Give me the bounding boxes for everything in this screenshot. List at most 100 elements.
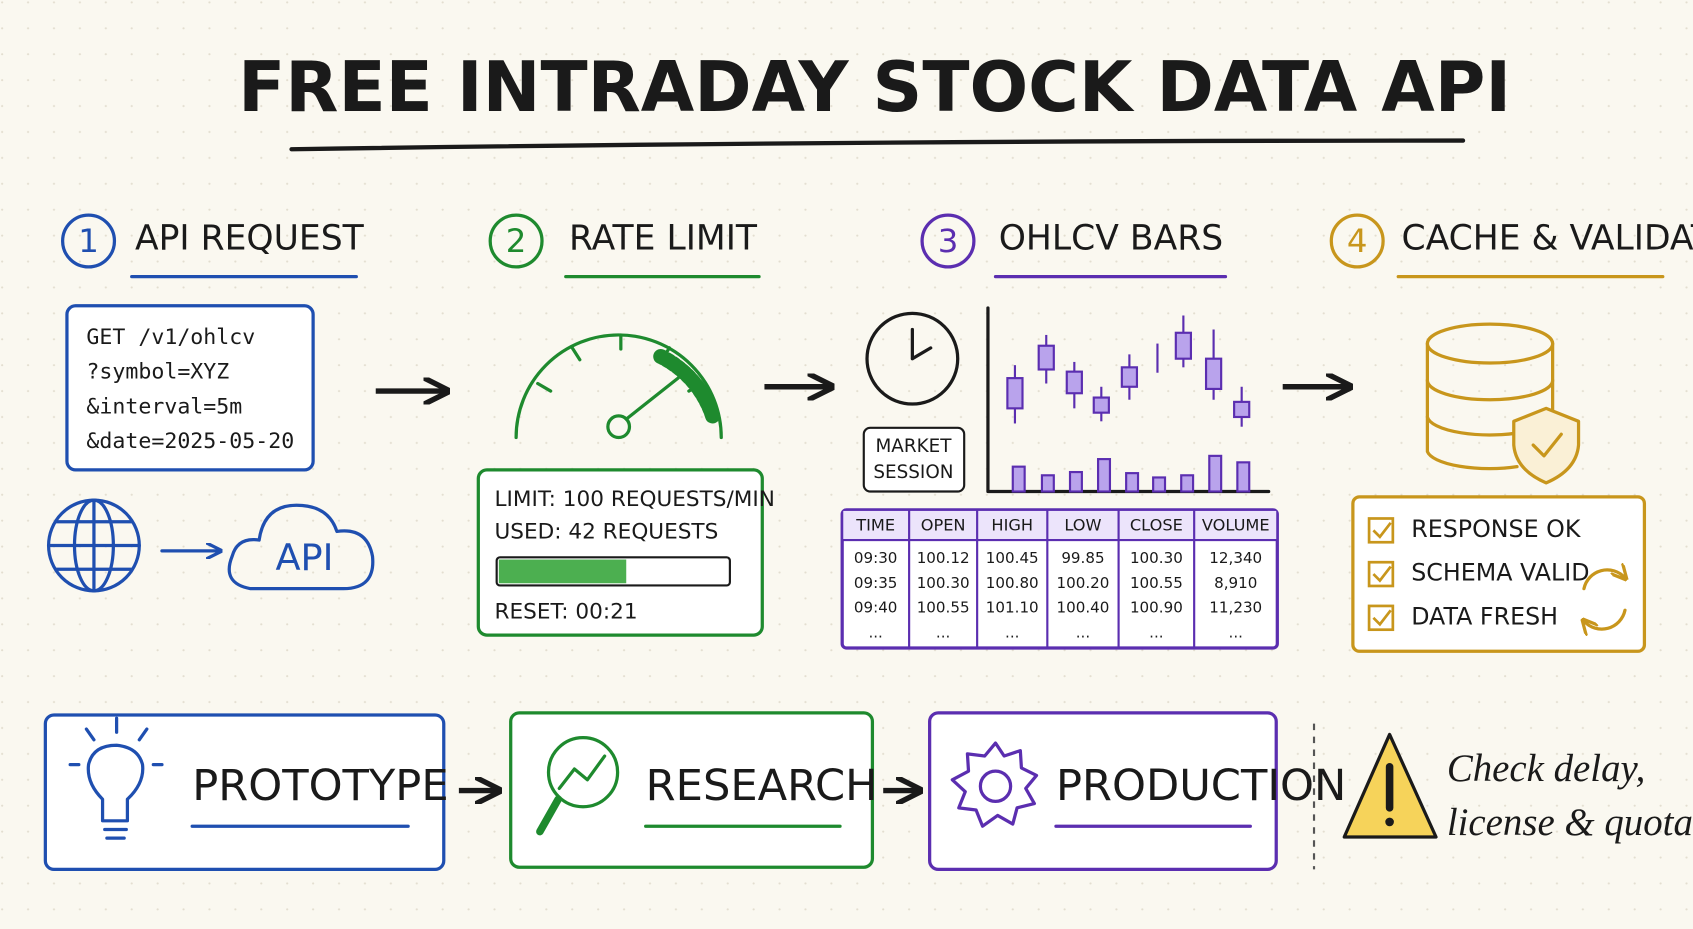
use-cases-g-path — [536, 795, 562, 836]
ohlcv-panel-g-rect — [1204, 357, 1223, 390]
step-badge — [61, 213, 117, 269]
checkbox — [1367, 604, 1395, 632]
cache-panel-g: RESPONSE OK SCHEMA VALID DATA FRESH — [1367, 515, 1590, 632]
request-panel-rect — [65, 304, 315, 472]
ohlcv-panel-g-rect — [1125, 472, 1140, 493]
ohlcv-panel-g-rect — [1092, 396, 1110, 414]
rate-limit-panel-g-path — [536, 333, 704, 393]
session-label: MARKET — [875, 436, 952, 457]
cache-panel: RESPONSE OK SCHEMA VALID DATA FRESH — [1351, 322, 1647, 653]
table-cell: 100.30 — [917, 574, 970, 592]
rate-limit-panel-g-path — [653, 348, 721, 424]
table-cell: 100.80 — [986, 574, 1039, 592]
title-underline — [289, 138, 1466, 152]
table-cell: 101.10 — [986, 599, 1039, 617]
checkmark — [1372, 521, 1392, 539]
rate-limit-line: USED: 42 REQUESTS — [495, 520, 719, 545]
use-cases-g — [68, 716, 164, 840]
table-cell: 100.20 — [1057, 574, 1110, 592]
request-panel-g — [46, 498, 375, 593]
ohlcv-panel-g-circle — [865, 311, 960, 406]
table-header: LOW — [1064, 516, 1101, 535]
table-cell: 100.55 — [1130, 574, 1183, 592]
ohlcv-panel-g-path — [910, 327, 933, 361]
cache-panel-g-path — [1582, 570, 1625, 591]
cache-panel-g — [1425, 322, 1581, 485]
table-header: OPEN — [921, 516, 966, 535]
use-cases-g — [536, 736, 620, 836]
table-cell: ... — [1149, 623, 1163, 641]
ohlcv-panel-g — [1006, 315, 1251, 493]
step-badge — [1329, 213, 1385, 269]
request-line: &date=2025-05-20 — [86, 429, 294, 454]
use-cases-g-path — [557, 754, 607, 791]
step-label: API REQUEST — [135, 218, 365, 258]
ohlcv-panel-g-rect — [1011, 465, 1026, 493]
use-cases-g-circle — [546, 736, 620, 809]
step-number: 1 — [78, 222, 99, 260]
table-cell: 100.30 — [1130, 549, 1183, 567]
step-number: 4 — [1347, 222, 1368, 260]
table-header: CLOSE — [1130, 516, 1183, 535]
table-cell: 09:30 — [854, 549, 898, 567]
cache-panel-g-path — [1531, 432, 1563, 458]
step-badge — [488, 213, 544, 269]
table-cell: 100.12 — [917, 549, 970, 567]
cache-panel-g-path — [1584, 608, 1627, 629]
request-line: &interval=5m — [86, 394, 242, 419]
step-label: RATE LIMIT — [569, 218, 758, 258]
use-cases-g-path — [86, 743, 145, 823]
step-label: CACHE & VALIDATE — [1401, 218, 1693, 258]
cache-panel-g — [1584, 570, 1625, 629]
table-cell: 99.85 — [1061, 549, 1104, 567]
ohlcv-panel-g-rect — [1068, 470, 1083, 493]
cache-panel-g-path — [1425, 378, 1555, 437]
use-label: PRODUCTION — [1056, 761, 1346, 811]
note-line: Check delay, — [1447, 747, 1646, 790]
check-label: SCHEMA VALID — [1411, 559, 1589, 587]
ohlcv-panel-rect — [843, 510, 1277, 541]
ohlcv-panel-g-rect — [1233, 400, 1251, 419]
cloud-label: API — [275, 536, 333, 579]
ohlcv-panel-g — [865, 306, 1271, 494]
ohlcv-panel-g: MARKET SESSION — [873, 436, 953, 483]
ohlcv-panel-rect — [862, 426, 966, 493]
rate-limit-panel-g-circle — [606, 414, 632, 440]
rate-limit-line: LIMIT: 100 REQUESTS/MIN — [495, 487, 775, 512]
ohlcv-panel-g-rect — [1006, 377, 1024, 410]
table-cell: 11,230 — [1209, 599, 1262, 617]
use-cases-g: PROTOTYPE RESEARCH PRODUCTION — [190, 761, 1346, 828]
table-cell: 100.45 — [986, 549, 1039, 567]
use-cases-g-path — [950, 741, 1039, 828]
ohlcv-panel-g-path — [986, 306, 1271, 494]
ohlcv-panel-g-rect — [1208, 454, 1223, 493]
use-cases-circle — [1385, 817, 1394, 827]
table-cell: 100.90 — [1130, 599, 1183, 617]
table-cell: ... — [868, 623, 882, 641]
ohlcv-panel-g-rect — [1120, 366, 1139, 388]
step-headers: 1 API REQUEST 2 RATE LIMIT 3 OHLCV BARS 4 CACHE… — [61, 213, 1693, 279]
table-cell: 100.55 — [917, 599, 970, 617]
step-badge — [920, 213, 976, 269]
request-panel-g: GET /v1/ohlcv ?symbol=XYZ&interval=5m&dat… — [86, 325, 294, 454]
ohlcv-panel-g-rect — [1037, 344, 1055, 371]
request-line: GET /v1/ohlcv — [86, 325, 255, 350]
use-label: RESEARCH — [646, 761, 878, 811]
ohlcv-panel-g-rect — [1065, 370, 1083, 395]
table-cell: 8,910 — [1214, 574, 1257, 592]
table-cell: 09:40 — [854, 599, 898, 617]
table-header: VOLUME — [1202, 516, 1270, 535]
rate-limit-panel: LIMIT: 100 REQUESTS/MIN USED: 42 REQUESTS… — [476, 333, 829, 637]
checkbox — [1367, 517, 1395, 544]
session-label: SESSION — [873, 462, 953, 483]
use-cases-rect — [43, 713, 446, 872]
rate-limit-panel-g-path — [624, 376, 680, 421]
use-cases: PROTOTYPE RESEARCH PRODUCTION Check delay,… — [43, 711, 1693, 872]
rate-limit-panel-g: LIMIT: 100 REQUESTS/MIN USED: 42 REQUESTS… — [495, 487, 775, 624]
table-cell: ... — [1229, 623, 1243, 641]
ohlcv-panel-g-rect — [1096, 458, 1112, 493]
cache-panel-rect — [1351, 495, 1647, 653]
use-cases-rect — [509, 711, 875, 869]
table-cell: ... — [1005, 623, 1019, 641]
